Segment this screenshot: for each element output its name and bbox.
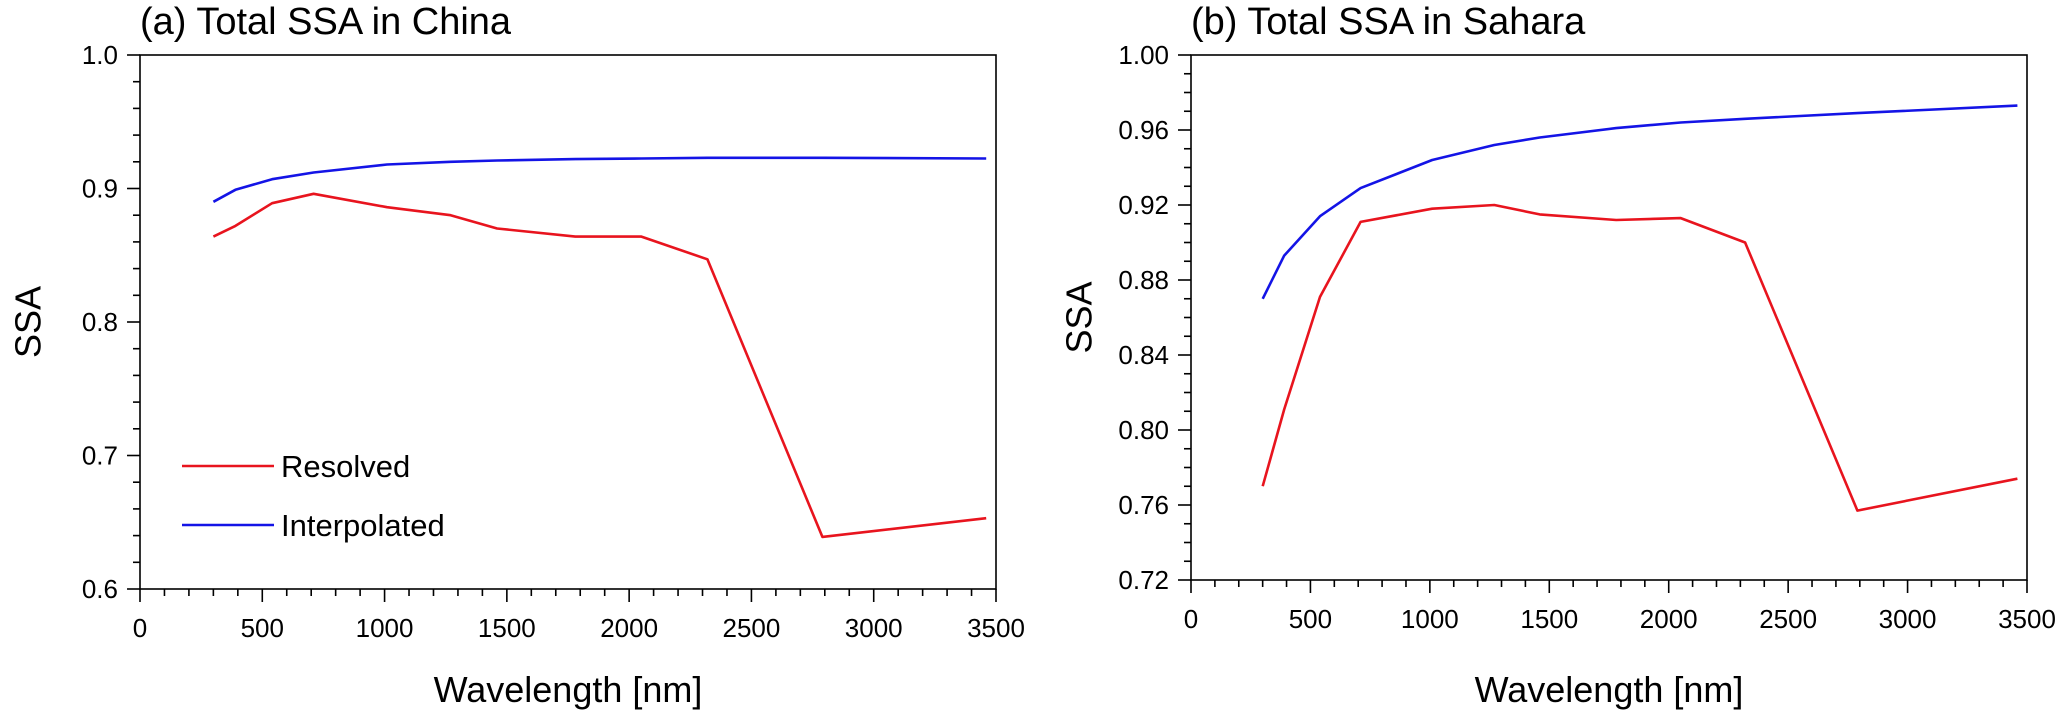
y-tick-label: 0.88 [1118, 265, 1169, 295]
chart-2: (b) Total SSA in Sahara 0 500 1000 1500 2000 2… [1059, 1, 2056, 710]
y-tick-label: 0.96 [1118, 115, 1169, 145]
y-tick-label: 0.7 [82, 441, 118, 471]
series-line-resolved [212, 192, 987, 539]
x-tick-label: 2500 [1759, 604, 1817, 634]
y-tick-label: 0.6 [82, 574, 118, 604]
x-tick-label: 2000 [600, 613, 658, 643]
series-line-interpolated [1261, 104, 2018, 300]
y-tick-label: 0.80 [1118, 415, 1169, 445]
x-tick-label: 1000 [356, 613, 414, 643]
y-tick-label: 0.92 [1118, 190, 1169, 220]
series-line-resolved [1261, 203, 2018, 512]
x-tick-label: 1000 [1401, 604, 1459, 634]
x-tick-label: 1500 [1520, 604, 1578, 634]
x-tick-label: 0 [1184, 604, 1198, 634]
series-line-interpolated [212, 156, 987, 203]
y-tick-label: 1.0 [82, 40, 118, 70]
x-tick-label: 3500 [1998, 604, 2056, 634]
x-tick-label: 3000 [845, 613, 903, 643]
x-tick-label: 2000 [1640, 604, 1698, 634]
y-axis-label: SSA [1059, 281, 1100, 353]
x-tick-label: 500 [241, 613, 284, 643]
x-tick-label: 1500 [478, 613, 536, 643]
chart-title: (b) Total SSA in Sahara [1191, 1, 1586, 43]
y-tick-label: 0.84 [1118, 340, 1169, 370]
x-tick-label: 3500 [967, 613, 1025, 643]
y-tick-label: 1.00 [1118, 40, 1169, 70]
y-tick-label: 0.76 [1118, 490, 1169, 520]
x-tick-label: 3000 [1879, 604, 1937, 634]
y-tick-label: 0.9 [82, 174, 118, 204]
legend-label-interpolated: Interpolated [281, 508, 445, 543]
x-tick-label: 2500 [723, 613, 781, 643]
chart-1: (a) Total SSA in China 0 500 1000 1500 2000 25… [8, 1, 1025, 710]
chart-title: (a) Total SSA in China [140, 1, 512, 43]
plot-frame [139, 54, 997, 590]
x-axis-label: Wavelength [nm] [1475, 669, 1744, 710]
y-tick-label: 0.8 [82, 307, 118, 337]
x-tick-label: 500 [1289, 604, 1332, 634]
y-axis-label: SSA [8, 286, 49, 358]
x-axis-label: Wavelength [nm] [434, 669, 703, 710]
legend: Resolved Interpolated [182, 449, 445, 543]
y-tick-label: 0.72 [1118, 565, 1169, 595]
x-tick-label: 0 [133, 613, 147, 643]
legend-label-resolved: Resolved [281, 449, 410, 484]
